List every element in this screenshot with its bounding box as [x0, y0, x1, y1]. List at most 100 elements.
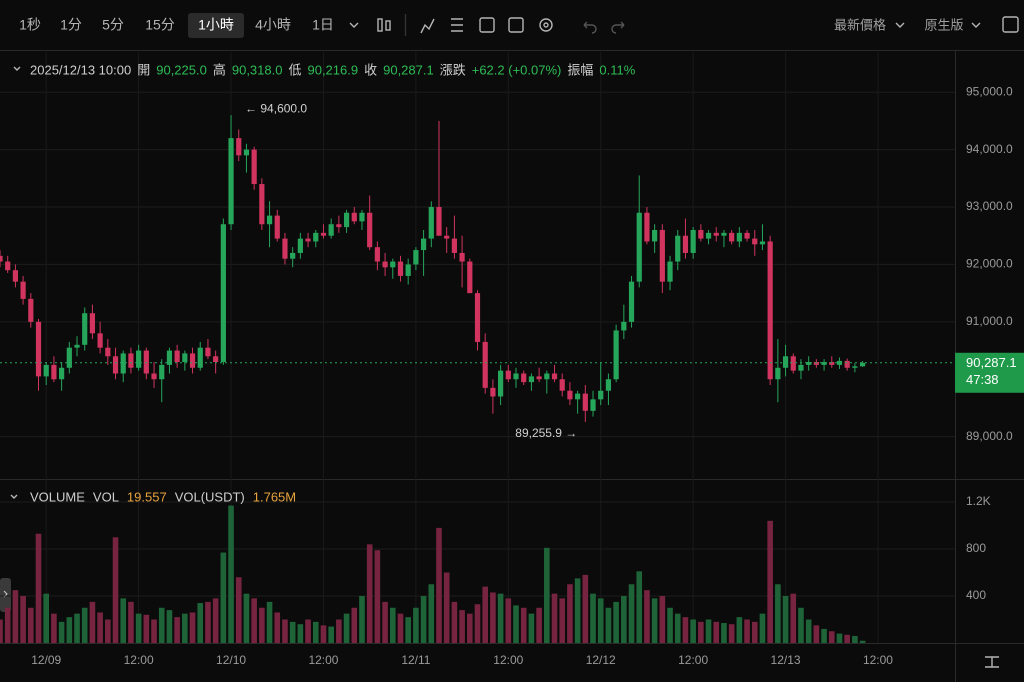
volume-bar [174, 617, 180, 643]
interval-button[interactable]: 4小時 [255, 17, 291, 33]
legend-label: 漲跌 [440, 62, 466, 77]
undo-icon[interactable] [583, 21, 597, 34]
legend-label: 高 [213, 62, 226, 77]
candle-body [105, 347, 111, 357]
volume-bar [497, 593, 504, 643]
volume-bar [297, 624, 304, 643]
candle-body [782, 356, 789, 368]
volume-bar [158, 607, 165, 643]
volume-bar [659, 596, 666, 643]
volume-bar [235, 577, 242, 643]
volume-bar [105, 619, 111, 643]
x-tick-label: 12:00 [124, 653, 154, 667]
volume-bar [513, 605, 519, 643]
candle-body [521, 373, 527, 383]
volume-bar [605, 607, 612, 643]
volume-bar [428, 584, 435, 643]
legend-value: 90,318.0 [232, 62, 283, 77]
price-dropdown[interactable] [895, 22, 905, 28]
settings-icon[interactable] [543, 22, 549, 28]
candle-body [813, 362, 819, 365]
axis-reset-icon[interactable] [985, 656, 999, 668]
candle-body [12, 270, 19, 282]
version-dropdown[interactable] [971, 22, 981, 28]
redo-icon[interactable] [611, 21, 625, 34]
volume-bar [813, 625, 820, 643]
indicator-icon[interactable] [420, 18, 435, 34]
volume-bar [166, 610, 173, 643]
legend-value: 90,216.9 [307, 62, 358, 77]
candle-body [490, 387, 496, 397]
candle-body [313, 232, 319, 242]
interval-button[interactable]: 15分 [145, 17, 175, 33]
interval-button[interactable]: 1小時 [198, 17, 234, 33]
volume-bar [74, 613, 80, 643]
volume-title: VOLUME [30, 489, 85, 504]
x-tick-label: 12:00 [863, 653, 893, 667]
volume-bar [143, 614, 150, 643]
interval-dropdown[interactable] [349, 22, 359, 28]
volume-bar [366, 544, 373, 643]
volume-bar [220, 552, 227, 643]
interval-button[interactable]: 1日 [312, 17, 334, 33]
candle-body [829, 362, 835, 365]
interval-button[interactable]: 1分 [60, 17, 82, 33]
x-tick-label: 12/09 [31, 653, 61, 667]
volume-toggle[interactable] [10, 494, 18, 499]
volume-bar [320, 625, 327, 643]
template-icon[interactable] [479, 17, 495, 33]
candle-body [397, 261, 404, 276]
drawing-icon[interactable] [451, 18, 463, 32]
volume-legend-label: VOL [93, 489, 119, 504]
candle-body [729, 232, 735, 242]
volume-bar [590, 593, 596, 643]
candle-body [652, 229, 658, 242]
x-tick-label: 12:00 [493, 653, 523, 667]
volume-bar [81, 607, 88, 643]
volume-bar [420, 596, 427, 643]
volume-bar [597, 598, 604, 643]
volume-bar [520, 607, 527, 643]
volume-bar [197, 603, 204, 643]
interval-button[interactable]: 5分 [102, 17, 124, 33]
candle-body [621, 321, 627, 331]
candle-body [752, 238, 758, 245]
candle-body [259, 184, 265, 225]
settings-icon[interactable] [539, 18, 553, 32]
fullscreen-icon[interactable] [1002, 16, 1019, 33]
toolbar-menu[interactable]: 最新價格 [834, 17, 886, 32]
volume-bar [336, 619, 342, 643]
compare-icon[interactable] [508, 17, 524, 33]
candle-type-icon[interactable] [385, 20, 391, 31]
legend-toggle[interactable] [13, 66, 21, 71]
legend-label: 開 [137, 62, 150, 77]
candle-body [482, 341, 488, 388]
candle-type-icon[interactable] [377, 18, 383, 32]
legend-label: 振幅 [567, 62, 593, 77]
candle-body [451, 238, 457, 253]
legend-value: 90,287.1 [383, 62, 434, 77]
volume-bar [413, 607, 419, 643]
toolbar-icons[interactable] [10, 14, 1019, 668]
volume-bar [690, 619, 696, 643]
volume-bar [0, 619, 3, 643]
volume-bar [43, 593, 50, 643]
volume-bar [559, 598, 566, 643]
candle-body [498, 370, 504, 397]
volume-bar [359, 596, 365, 643]
volume-bar [120, 598, 127, 643]
toolbar-menu[interactable]: 原生版 [924, 17, 963, 32]
candle-body [174, 350, 180, 363]
candle-body [413, 250, 419, 265]
interval-button[interactable]: 1秒 [19, 17, 41, 33]
volume-bar [582, 574, 589, 643]
volume-bar [228, 505, 234, 643]
volume-bar [28, 607, 34, 643]
volume-bar [844, 634, 850, 643]
volume-bar [736, 617, 743, 643]
volume-bar [328, 626, 334, 643]
candle-body [698, 229, 704, 239]
volume-bar [251, 598, 257, 643]
x-tick-label: 12:00 [308, 653, 338, 667]
volume-tick-label: 800 [966, 541, 986, 555]
